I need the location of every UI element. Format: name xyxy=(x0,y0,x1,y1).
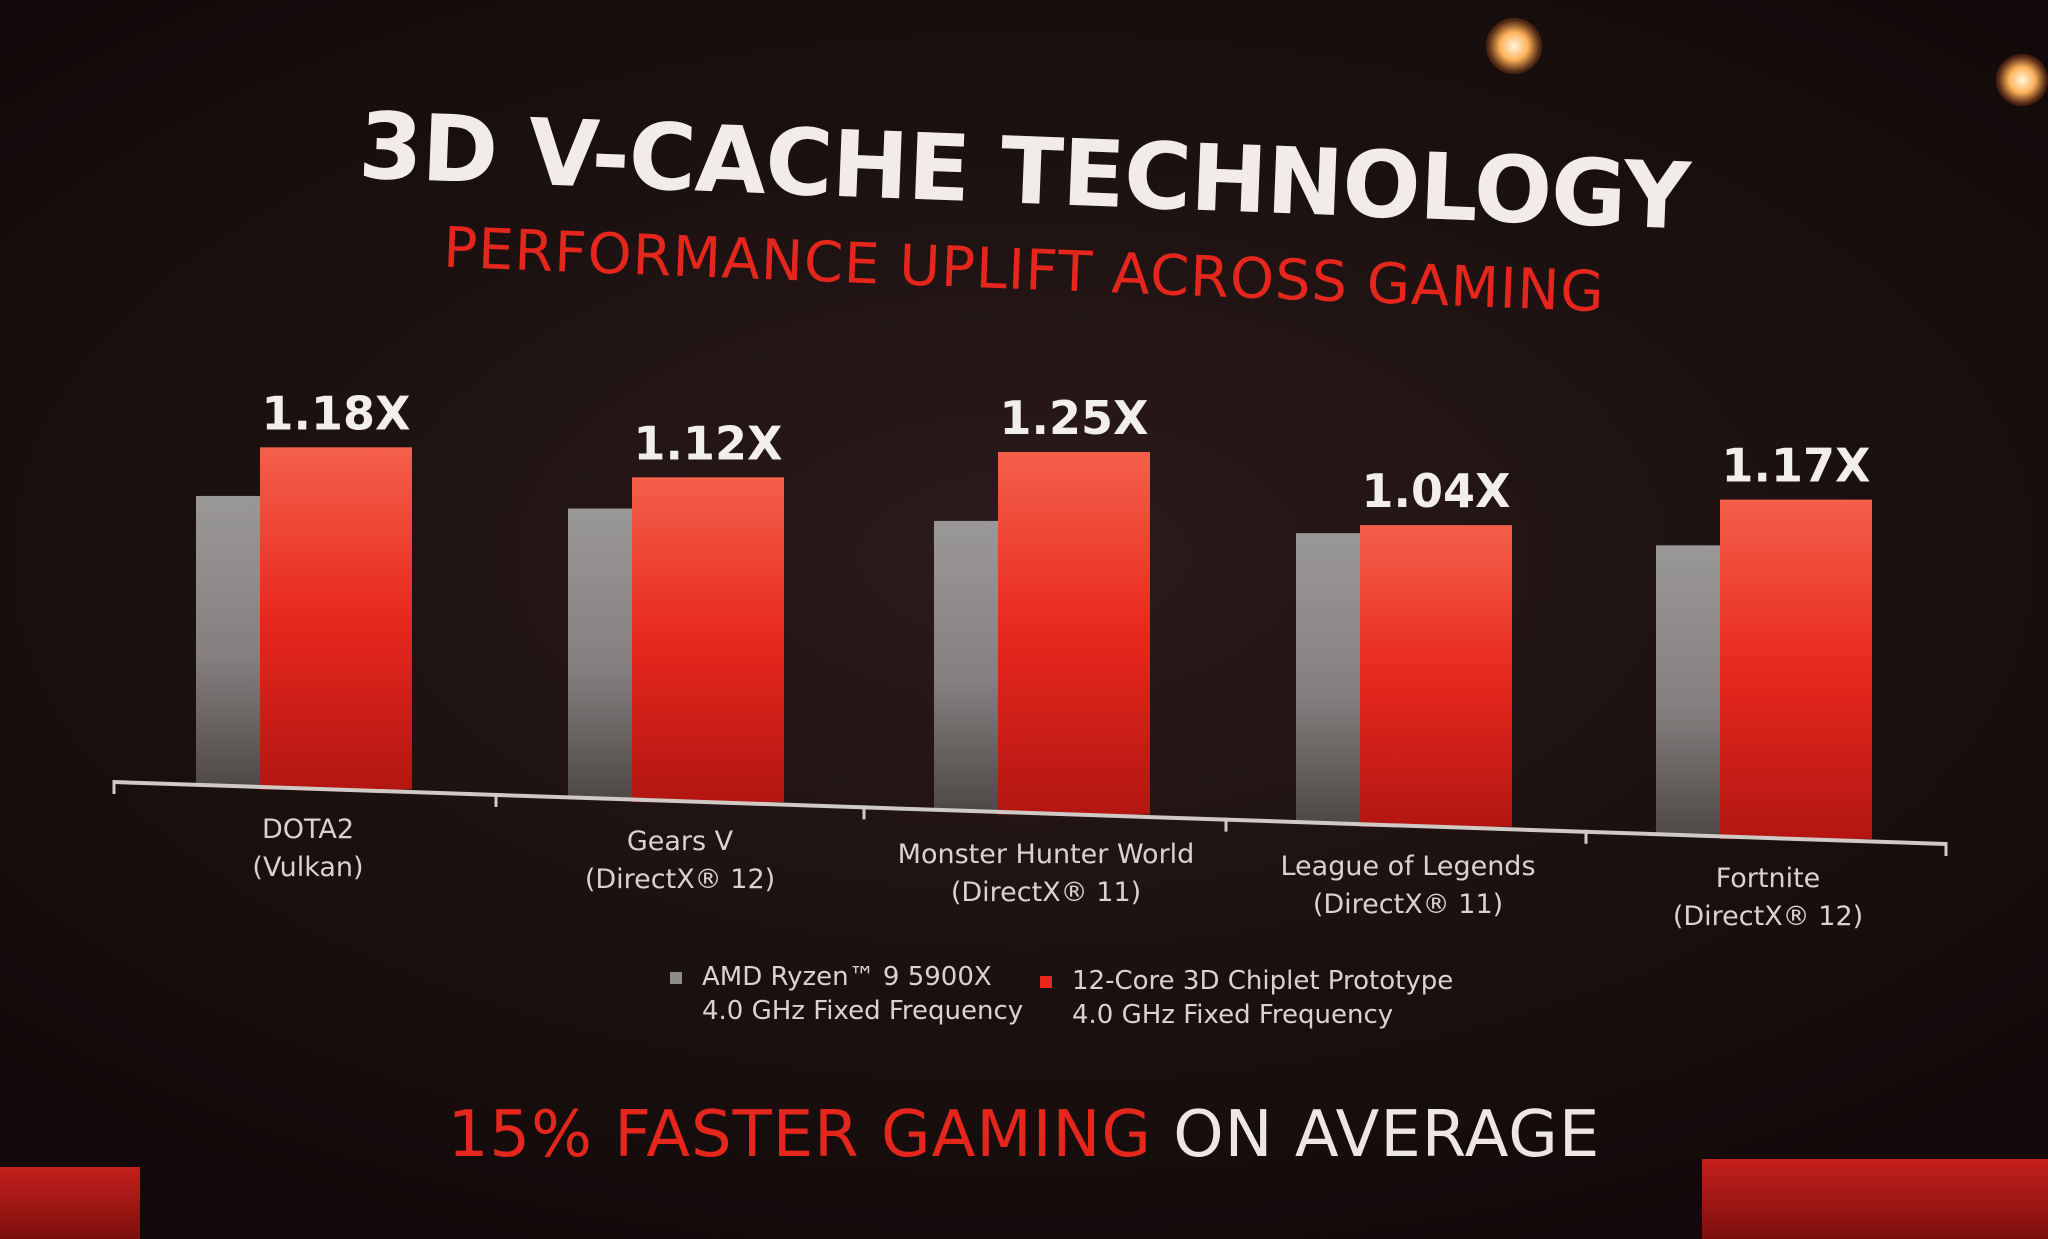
bar-baseline xyxy=(196,495,264,786)
bar-prototype xyxy=(1360,525,1512,827)
x-tick-label-line1: Gears V xyxy=(626,826,734,858)
x-tick-label-line1: League of Legends xyxy=(1280,850,1536,882)
data-label: 1.25X xyxy=(1000,391,1149,445)
stage-light xyxy=(1996,54,2048,106)
legend-swatch-gray xyxy=(670,972,682,984)
x-tick-label-line2: (DirectX® 11) xyxy=(1312,888,1504,920)
legend-label-line2: 4.0 GHz Fixed Frequency xyxy=(1072,1000,1394,1030)
bar-prototype xyxy=(632,477,784,803)
x-tick-label-line1: Monster Hunter World xyxy=(897,838,1195,870)
legend-label-line1: 12-Core 3D Chiplet Prototype xyxy=(1072,966,1454,996)
x-tick-label: DOTA2 (Vulkan) xyxy=(158,811,458,887)
data-label: 1.04X xyxy=(1362,464,1511,518)
legend-label-line2: 4.0 GHz Fixed Frequency xyxy=(702,996,1024,1026)
bar-baseline xyxy=(568,508,636,799)
legend-text: AMD Ryzen™ 9 5900X 4.0 GHz Fixed Frequen… xyxy=(702,960,1023,1028)
x-axis-ticks xyxy=(112,780,1948,856)
x-tick-label-line1: DOTA2 xyxy=(261,813,355,845)
x-tick-label: Gears V (DirectX® 12) xyxy=(530,823,830,899)
legend-label-line1: AMD Ryzen™ 9 5900X xyxy=(702,962,992,992)
stage-light xyxy=(1486,18,1542,74)
stage-decoration xyxy=(1702,1159,2048,1239)
bar-prototype xyxy=(260,447,412,790)
data-label: 1.17X xyxy=(1722,439,1871,493)
bar-prototype xyxy=(998,451,1150,815)
bars-layer xyxy=(196,447,1872,839)
footer-rest: ON AVERAGE xyxy=(1151,1098,1601,1172)
chart-legend: AMD Ryzen™ 9 5900X 4.0 GHz Fixed Frequen… xyxy=(670,960,1453,1050)
stage-decoration xyxy=(0,1167,140,1239)
x-tick-label-line2: (DirectX® 11) xyxy=(950,876,1142,908)
footer-highlight: 15% FASTER GAMING xyxy=(447,1098,1152,1172)
bar-prototype xyxy=(1720,499,1872,839)
legend-swatch-red xyxy=(1040,976,1052,988)
data-label: 1.12X xyxy=(634,416,783,470)
bar-baseline xyxy=(1656,545,1724,836)
data-labels-layer: 1.18X 1.12X 1.25X 1.04X 1.17X xyxy=(262,386,1871,518)
bar-baseline xyxy=(934,520,1002,811)
x-axis-line xyxy=(113,780,1947,846)
x-tick-label: Fortnite (DirectX® 12) xyxy=(1618,860,1918,936)
x-tick-label-line2: (DirectX® 12) xyxy=(584,864,776,896)
legend-text: 12-Core 3D Chiplet Prototype 4.0 GHz Fix… xyxy=(1072,964,1453,1032)
x-tick-label-line2: (Vulkan) xyxy=(252,851,364,883)
bar-baseline xyxy=(1296,533,1364,824)
x-tick-label: Monster Hunter World (DirectX® 11) xyxy=(896,836,1196,912)
x-tick-label-line2: (DirectX® 12) xyxy=(1672,900,1864,932)
x-tick-label: League of Legends (DirectX® 11) xyxy=(1258,848,1558,924)
data-label: 1.18X xyxy=(262,386,411,440)
footer-tagline: 15% FASTER GAMING ON AVERAGE xyxy=(0,1098,2048,1172)
x-tick-label-line1: Fortnite xyxy=(1715,862,1821,894)
